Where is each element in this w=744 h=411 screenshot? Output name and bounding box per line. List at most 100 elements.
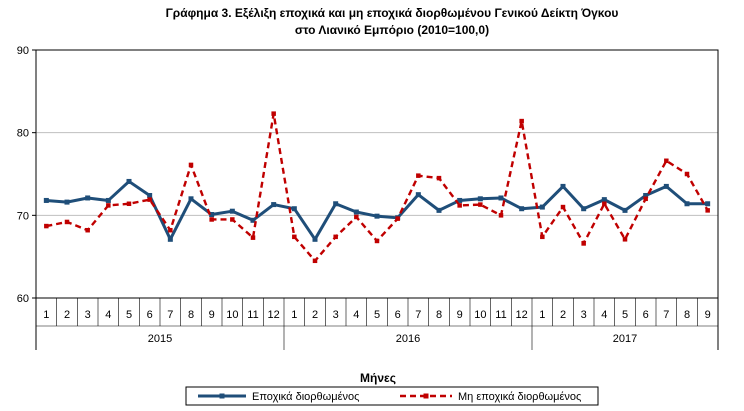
data-point	[126, 178, 132, 184]
data-point	[353, 209, 359, 215]
x-group-label: 2017	[613, 333, 637, 345]
data-point	[167, 236, 173, 242]
data-point	[395, 216, 400, 221]
data-point	[312, 258, 318, 264]
x-tick-label: 1	[539, 309, 545, 321]
x-tick-label: 10	[226, 309, 238, 321]
x-tick-label: 8	[188, 309, 194, 321]
x-tick-label: 3	[581, 309, 587, 321]
data-point	[209, 217, 214, 222]
legend: Εποχικά διορθωμένος Μη εποχικά διορθωμένο…	[185, 386, 599, 406]
data-point	[64, 219, 70, 225]
data-point	[457, 197, 463, 203]
x-tick-label: 12	[268, 309, 280, 321]
x-tick-label: 9	[209, 309, 215, 321]
data-point	[436, 207, 442, 213]
chart-title: Γράφημα 3. Εξέλιξη εποχικά και μη εποχικ…	[166, 6, 619, 20]
y-tick-label: 90	[17, 45, 29, 57]
y-tick-label: 80	[17, 128, 29, 140]
x-tick-label: 5	[374, 309, 380, 321]
data-point	[291, 206, 297, 212]
x-tick-label: 2	[560, 309, 566, 321]
x-group-label: 2016	[396, 333, 420, 345]
series-non-seasonally-adjusted	[44, 111, 710, 264]
x-tick-label: 2	[64, 309, 70, 321]
data-point	[85, 195, 91, 201]
x-tick-label: 10	[474, 309, 486, 321]
x-tick-label: 4	[601, 309, 607, 321]
data-point	[168, 227, 173, 233]
x-tick-label: 6	[395, 309, 401, 321]
data-point	[271, 111, 276, 116]
data-point	[478, 202, 483, 207]
data-point	[663, 183, 669, 189]
x-tick-label: 4	[105, 309, 111, 321]
data-point	[457, 203, 462, 208]
x-tick-label: 2	[312, 309, 318, 321]
data-point	[188, 196, 194, 202]
data-point	[230, 217, 235, 222]
data-point	[374, 213, 380, 219]
data-point	[333, 234, 338, 240]
chart-subtitle: στο Λιανικό Εμπόριο (2010=100,0)	[295, 23, 489, 37]
x-tick-label: 12	[516, 309, 528, 321]
data-point	[292, 234, 297, 240]
data-point	[209, 212, 215, 218]
legend-swatch-marker	[219, 393, 225, 399]
data-point	[622, 207, 628, 213]
legend-swatch-marker	[423, 393, 429, 399]
data-point	[705, 201, 711, 207]
plot-frame	[35, 49, 719, 299]
data-point	[498, 213, 504, 218]
data-point	[602, 201, 607, 207]
data-point	[498, 195, 504, 201]
x-tick-label: 11	[495, 309, 506, 321]
x-tick-label: 5	[622, 309, 628, 321]
data-point	[354, 214, 359, 220]
data-point	[560, 204, 566, 210]
data-point	[126, 201, 132, 207]
plot-border	[35, 49, 719, 299]
data-point	[229, 208, 235, 214]
x-axis: 1 2 3 4 5 6 7 8 9 10 11 12 1 2 3 4 5 6 7 8 9 10 11 12 1 2 3 4 5 6 7 8 92…	[35, 298, 719, 350]
data-point	[684, 171, 690, 177]
data-point	[105, 197, 111, 203]
x-tick-label: 6	[643, 309, 649, 321]
data-point	[374, 238, 380, 244]
data-point	[601, 197, 607, 203]
data-point	[519, 206, 525, 212]
legend-box	[185, 386, 599, 406]
data-point	[519, 118, 524, 124]
x-tick-label: 1	[43, 309, 49, 321]
x-tick-label: 7	[415, 309, 421, 321]
data-point	[106, 203, 111, 208]
legend-label: Εποχικά διορθωμένος	[252, 391, 359, 403]
data-point	[539, 204, 545, 210]
data-point	[684, 201, 690, 207]
x-tick-label: 3	[333, 309, 339, 321]
data-point	[312, 236, 318, 242]
data-point	[643, 192, 649, 198]
data-point	[333, 201, 339, 207]
data-point	[250, 235, 256, 240]
x-tick-label: 4	[353, 309, 359, 321]
data-point	[44, 223, 49, 229]
data-point	[416, 173, 421, 178]
data-point	[250, 217, 256, 223]
x-tick-label: 11	[247, 309, 258, 321]
data-point	[415, 192, 421, 198]
x-tick-label: 9	[457, 309, 463, 321]
x-tick-label: 8	[684, 309, 690, 321]
x-axis-title: Μήνες	[360, 371, 396, 385]
data-point	[85, 227, 90, 233]
y-tick-label: 70	[17, 210, 29, 222]
x-tick-label: 8	[436, 309, 442, 321]
x-tick-label: 9	[705, 309, 711, 321]
data-point	[705, 208, 710, 213]
x-tick-label: 5	[126, 309, 132, 321]
legend-label: Μη εποχικά διορθωμένος	[458, 391, 581, 403]
data-point	[147, 197, 152, 202]
data-point	[643, 196, 648, 202]
series-seasonally-adjusted	[43, 178, 711, 242]
